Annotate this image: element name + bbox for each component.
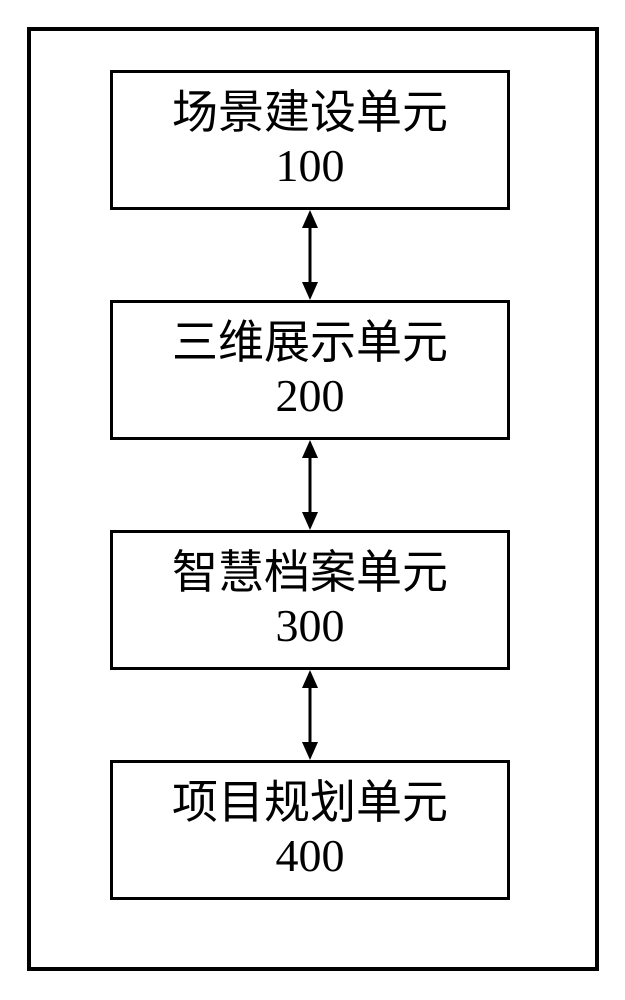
node-number: 400 xyxy=(276,830,345,883)
flowchart-node: 智慧档案单元300 xyxy=(110,530,510,670)
flowchart-node: 三维展示单元200 xyxy=(110,300,510,440)
node-title: 三维展示单元 xyxy=(172,317,448,370)
node-number: 100 xyxy=(276,140,345,193)
node-title: 智慧档案单元 xyxy=(172,547,448,600)
flowchart-edge xyxy=(300,670,320,760)
node-number: 300 xyxy=(276,600,345,653)
flowchart-node: 场景建设单元100 xyxy=(110,70,510,210)
flowchart-node: 项目规划单元400 xyxy=(110,760,510,900)
node-title: 场景建设单元 xyxy=(172,87,448,140)
node-title: 项目规划单元 xyxy=(172,777,448,830)
node-number: 200 xyxy=(276,370,345,423)
flowchart-edge xyxy=(300,440,320,530)
flowchart-edge xyxy=(300,210,320,300)
